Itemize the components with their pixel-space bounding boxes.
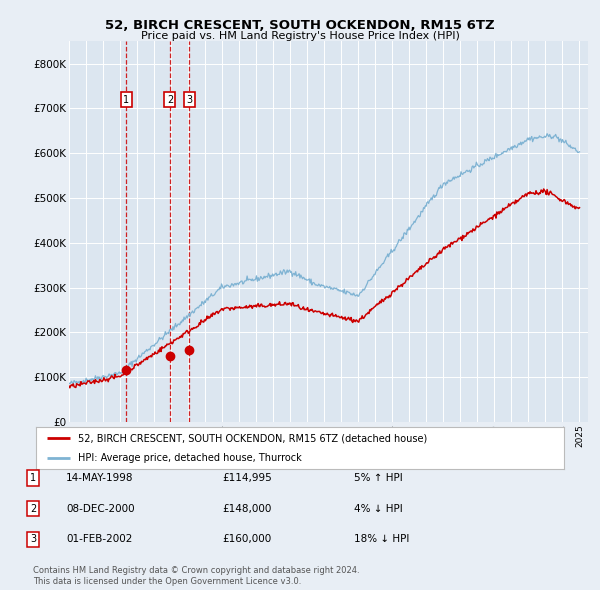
- Text: 3: 3: [187, 94, 193, 104]
- Text: 52, BIRCH CRESCENT, SOUTH OCKENDON, RM15 6TZ: 52, BIRCH CRESCENT, SOUTH OCKENDON, RM15…: [105, 19, 495, 32]
- Text: £160,000: £160,000: [222, 535, 271, 544]
- Text: £114,995: £114,995: [222, 473, 272, 483]
- Text: 18% ↓ HPI: 18% ↓ HPI: [354, 535, 409, 544]
- Text: £148,000: £148,000: [222, 504, 271, 513]
- Text: 01-FEB-2002: 01-FEB-2002: [66, 535, 133, 544]
- Text: 5% ↑ HPI: 5% ↑ HPI: [354, 473, 403, 483]
- Text: 1: 1: [30, 473, 36, 483]
- Text: 08-DEC-2000: 08-DEC-2000: [66, 504, 134, 513]
- Text: 52, BIRCH CRESCENT, SOUTH OCKENDON, RM15 6TZ (detached house): 52, BIRCH CRESCENT, SOUTH OCKENDON, RM15…: [78, 433, 427, 443]
- Text: 4% ↓ HPI: 4% ↓ HPI: [354, 504, 403, 513]
- Text: Price paid vs. HM Land Registry's House Price Index (HPI): Price paid vs. HM Land Registry's House …: [140, 31, 460, 41]
- Text: 1: 1: [123, 94, 130, 104]
- Text: 14-MAY-1998: 14-MAY-1998: [66, 473, 133, 483]
- Text: 3: 3: [30, 535, 36, 544]
- Text: HPI: Average price, detached house, Thurrock: HPI: Average price, detached house, Thur…: [78, 453, 302, 463]
- Text: 2: 2: [30, 504, 36, 513]
- Text: This data is licensed under the Open Government Licence v3.0.: This data is licensed under the Open Gov…: [33, 576, 301, 586]
- Text: Contains HM Land Registry data © Crown copyright and database right 2024.: Contains HM Land Registry data © Crown c…: [33, 566, 359, 575]
- Text: 2: 2: [167, 94, 173, 104]
